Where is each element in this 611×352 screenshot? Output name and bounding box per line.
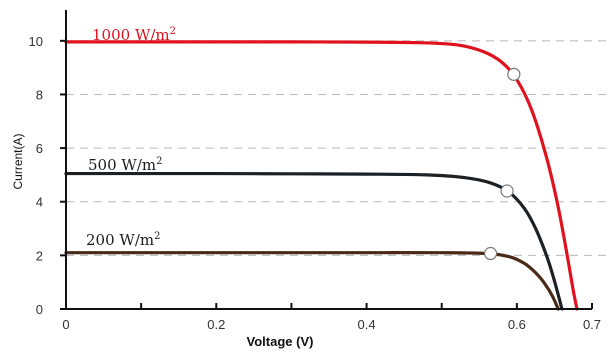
x-tick-label-0.6: 0.6 xyxy=(508,317,526,332)
x-tick-label-0.4: 0.4 xyxy=(358,317,376,332)
series-label-500: 500 W/m2 xyxy=(88,156,162,174)
mpp-marker-500 xyxy=(500,184,514,198)
mpp-marker-200 xyxy=(483,246,498,261)
mpp-marker-1000 xyxy=(507,67,521,81)
x-axis-title: Voltage (V) xyxy=(247,334,314,349)
x-tick-label-0: 0 xyxy=(62,317,69,332)
series-label-superscript: 2 xyxy=(156,156,162,167)
series-line-1000 xyxy=(64,40,579,311)
series-label-text: 500 W/m xyxy=(88,156,156,174)
y-tick-label-2: 2 xyxy=(36,248,43,263)
series-line-500 xyxy=(64,171,564,311)
series-label-200: 200 W/m2 xyxy=(86,231,160,249)
x-tick-label-0.2: 0.2 xyxy=(207,317,225,332)
x-tick-label-0.7: 0.7 xyxy=(583,317,601,332)
grid-lines xyxy=(66,40,611,256)
series-label-text: 200 W/m xyxy=(86,231,154,249)
y-tick-label-10: 10 xyxy=(29,34,43,49)
series-label-1000: 1000 W/m2 xyxy=(92,26,176,44)
y-tick-label-0: 0 xyxy=(36,302,43,317)
series-layer xyxy=(64,40,579,311)
axes: 0 2 4 6 8 10 0 0.2 0.4 0.6 0.7 xyxy=(29,10,601,332)
y-axis-title: Current(A) xyxy=(11,133,25,189)
series-label-superscript: 2 xyxy=(170,26,176,37)
series-label-superscript: 2 xyxy=(154,231,160,242)
series-label-text: 1000 W/m xyxy=(92,26,170,44)
y-tick-label-6: 6 xyxy=(36,141,43,156)
series-line-200 xyxy=(64,251,560,311)
y-tick-label-8: 8 xyxy=(36,87,43,102)
y-tick-label-4: 4 xyxy=(36,195,43,210)
